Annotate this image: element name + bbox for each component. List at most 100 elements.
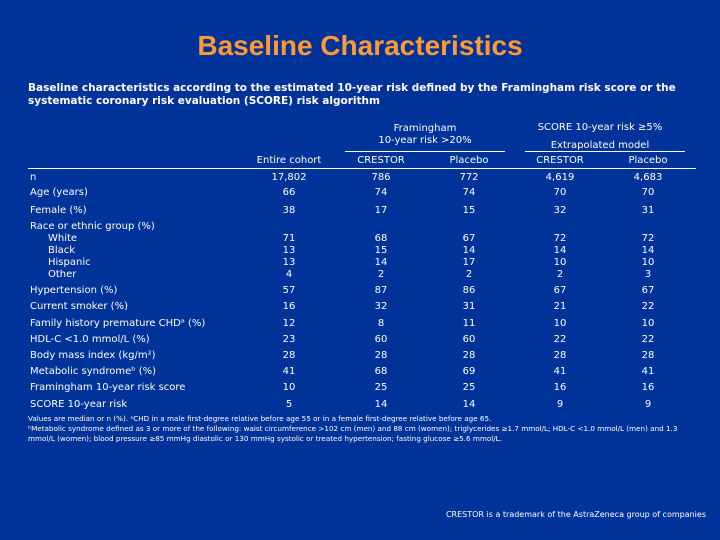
cell-value: 23 [282,334,296,345]
cell-value: 28 [641,350,655,361]
cell-value: 15 [374,245,388,256]
row-label: Age (years) [30,187,88,198]
score-header-line1: SCORE 10-year risk ≥5% [537,122,663,133]
cell-value: 67 [641,285,655,296]
cell-value: 86 [462,285,476,296]
col-header-framingham-placebo: Placebo [449,155,489,166]
footnote-line: Values are median or n (%). ᵃCHD in a ma… [28,414,492,423]
col-header-framingham-crestor: CRESTOR [357,155,405,166]
cell-value: 22 [553,334,567,345]
cell-value: 72 [553,233,567,244]
cell-value: 2 [377,269,385,280]
cell-value: 22 [641,301,655,312]
race-sub-label: Hispanic [48,257,91,268]
cell-value: 17 [462,257,476,268]
cell-value: 10 [553,318,567,329]
cell-value: 70 [641,187,655,198]
cell-value: 13 [282,257,296,268]
cell-value: 68 [374,233,388,244]
cell-value: 38 [282,205,296,216]
cell-value: 60 [462,334,476,345]
cell-value: 69 [462,366,476,377]
cell-value: 14 [462,245,476,256]
cell-value: 28 [553,350,567,361]
cell-value: 14 [374,257,388,268]
cell-value: 16 [282,301,296,312]
cell-value: 2 [556,269,564,280]
cell-value: 22 [641,334,655,345]
cell-value: 14 [374,399,388,410]
cell-value: 41 [282,366,296,377]
race-sub-label: Other [48,269,77,280]
race-sub-label: Black [48,245,76,256]
cell-value: 57 [282,285,296,296]
framingham-header-line1: Framingham [393,123,457,134]
cell-value: 71 [282,233,296,244]
cell-value: 11 [462,318,476,329]
row-label: Family history premature CHDᵃ (%) [30,318,206,329]
score-header-rule [525,151,685,152]
cell-value: 16 [641,382,655,393]
col-header-score-placebo: Placebo [628,155,668,166]
cell-value: 786 [371,172,391,183]
score-header-line2: Extrapolated model [550,140,650,151]
cell-value: 16 [553,382,567,393]
cell-value: 10 [282,382,296,393]
cell-value: 32 [374,301,388,312]
framingham-header-line2: 10-year risk >20% [378,135,472,146]
cell-value: 4,683 [633,172,663,183]
cell-value: 10 [641,257,655,268]
page-subtitle: Baseline characteristics according to th… [28,82,676,107]
cell-value: 5 [285,399,293,410]
cell-value: 87 [374,285,388,296]
cell-value: 9 [644,399,652,410]
cell-value: 28 [374,350,388,361]
row-label: HDL-C <1.0 mmol/L (%) [30,334,150,345]
cell-value: 12 [282,318,296,329]
row-label: n [30,172,37,183]
cell-value: 17,802 [271,172,307,183]
table-header-rule [28,168,696,169]
row-label: Female (%) [30,205,87,216]
cell-value: 41 [553,366,567,377]
cell-value: 21 [553,301,567,312]
row-label: Metabolic syndromeᵇ (%) [30,366,157,377]
cell-value: 32 [553,205,567,216]
cell-stack: 67 14 17 2 [439,233,499,281]
cell-value: 68 [374,366,388,377]
cell-value: 17 [374,205,388,216]
footnotes: Values are median or n (%). ᵃCHD in a ma… [28,414,698,444]
cell-value: 25 [462,382,476,393]
cell-value: 60 [374,334,388,345]
cell-value: 70 [553,187,567,198]
cell-value: 66 [282,187,296,198]
cell-value: 4 [285,269,293,280]
cell-value: 772 [459,172,479,183]
cell-value: 31 [641,205,655,216]
cell-value: 10 [641,318,655,329]
cell-value: 74 [462,187,476,198]
col-header-entire-cohort: Entire cohort [256,155,322,166]
row-label: Body mass index (kg/m²) [30,350,156,361]
cell-value: 4,619 [545,172,575,183]
row-label: SCORE 10-year risk [30,399,128,410]
framingham-group-header: Framingham 10-year risk >20% [350,123,500,147]
col-header-score-crestor: CRESTOR [536,155,584,166]
cell-stack: 68 15 14 2 [351,233,411,281]
cell-value: 74 [374,187,388,198]
cell-value: 14 [553,245,567,256]
cell-value: 67 [553,285,567,296]
cell-value: 10 [553,257,567,268]
cell-stack: 71 13 13 4 [259,233,319,281]
cell-value: 41 [641,366,655,377]
framingham-header-rule [345,151,505,152]
footnote-line: ᵇMetabolic syndrome defined as 3 or more… [28,424,678,443]
cell-value: 28 [462,350,476,361]
row-label: Hypertension (%) [30,285,118,296]
cell-value: 2 [465,269,473,280]
cell-value: 72 [641,233,655,244]
cell-value: 67 [462,233,476,244]
cell-value: 14 [641,245,655,256]
cell-value: 31 [462,301,476,312]
row-label: Framingham 10-year risk score [30,382,186,393]
